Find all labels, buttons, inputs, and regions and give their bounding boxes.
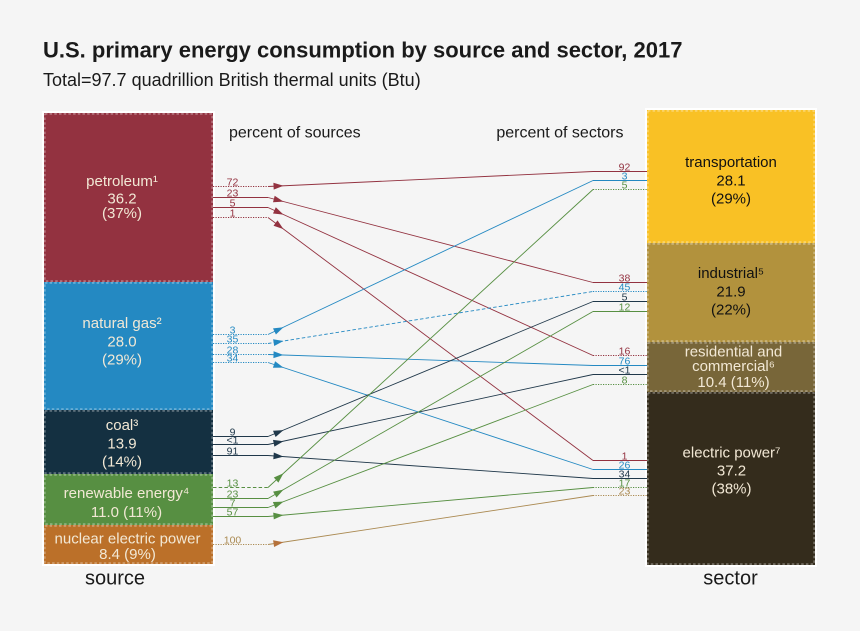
svg-text:5: 5 — [230, 197, 236, 209]
svg-text:23: 23 — [619, 485, 631, 497]
svg-text:37.2: 37.2 — [717, 463, 746, 480]
svg-text:8.4 (9%): 8.4 (9%) — [99, 546, 156, 563]
svg-text:nuclear electric power: nuclear electric power — [55, 531, 201, 548]
svg-text:57: 57 — [227, 506, 239, 518]
svg-text:source: source — [85, 568, 145, 590]
svg-text:(29%): (29%) — [102, 352, 142, 369]
svg-text:(38%): (38%) — [711, 481, 751, 498]
svg-text:34: 34 — [227, 352, 239, 364]
svg-text:76: 76 — [619, 355, 631, 367]
svg-text:9: 9 — [230, 426, 236, 438]
svg-text:28: 28 — [227, 344, 239, 356]
svg-text:coal³: coal³ — [106, 417, 139, 434]
svg-text:23: 23 — [227, 488, 239, 500]
svg-text:percent of sources: percent of sources — [229, 125, 361, 142]
svg-text:Total=97.7 quadrillion British: Total=97.7 quadrillion British thermal u… — [43, 70, 421, 90]
svg-text:38: 38 — [619, 272, 631, 284]
svg-text:21.9: 21.9 — [716, 284, 745, 301]
svg-text:100: 100 — [224, 534, 242, 546]
svg-text:commercial⁶: commercial⁶ — [692, 358, 775, 375]
svg-text:residential and: residential and — [685, 343, 783, 360]
svg-text:1: 1 — [230, 207, 236, 219]
svg-text:<1: <1 — [619, 364, 631, 376]
svg-text:sector: sector — [703, 568, 758, 590]
svg-text:3: 3 — [230, 324, 236, 336]
svg-text:5: 5 — [622, 291, 628, 303]
svg-text:(14%): (14%) — [102, 454, 142, 471]
svg-text:(29%): (29%) — [711, 191, 751, 208]
svg-text:<1: <1 — [227, 434, 239, 446]
svg-text:10.4 (11%): 10.4 (11%) — [697, 374, 769, 391]
svg-text:7: 7 — [230, 497, 236, 509]
svg-text:16: 16 — [619, 345, 631, 357]
svg-text:45: 45 — [619, 281, 631, 293]
svg-text:72: 72 — [227, 176, 239, 188]
svg-text:percent of sectors: percent of sectors — [496, 125, 623, 142]
svg-text:petroleum¹: petroleum¹ — [86, 173, 158, 190]
svg-text:13: 13 — [227, 477, 239, 489]
svg-text:8: 8 — [622, 374, 628, 386]
svg-text:11.0 (11%): 11.0 (11%) — [91, 504, 162, 521]
svg-text:(37%): (37%) — [102, 205, 142, 222]
svg-text:28.1: 28.1 — [716, 172, 745, 189]
svg-text:91: 91 — [227, 445, 239, 457]
svg-text:5: 5 — [622, 179, 628, 191]
svg-text:renewable energy⁴: renewable energy⁴ — [64, 485, 190, 502]
svg-text:92: 92 — [619, 161, 631, 173]
svg-text:12: 12 — [619, 301, 631, 313]
svg-text:26: 26 — [619, 459, 631, 471]
svg-text:28.0: 28.0 — [107, 333, 136, 350]
svg-text:natural gas²: natural gas² — [82, 315, 161, 332]
svg-text:13.9: 13.9 — [107, 435, 136, 452]
svg-text:34: 34 — [619, 468, 631, 480]
svg-text:17: 17 — [619, 477, 631, 489]
svg-text:36.2: 36.2 — [107, 191, 136, 208]
svg-text:U.S. primary energy consumptio: U.S. primary energy consumption by sourc… — [43, 38, 682, 63]
svg-text:35: 35 — [227, 333, 239, 345]
svg-text:industrial⁵: industrial⁵ — [698, 265, 764, 282]
svg-text:(22%): (22%) — [711, 302, 751, 319]
svg-text:transportation: transportation — [685, 154, 777, 171]
svg-text:23: 23 — [227, 187, 239, 199]
svg-text:3: 3 — [622, 170, 628, 182]
svg-text:electric power⁷: electric power⁷ — [683, 444, 781, 461]
svg-text:1: 1 — [622, 450, 628, 462]
